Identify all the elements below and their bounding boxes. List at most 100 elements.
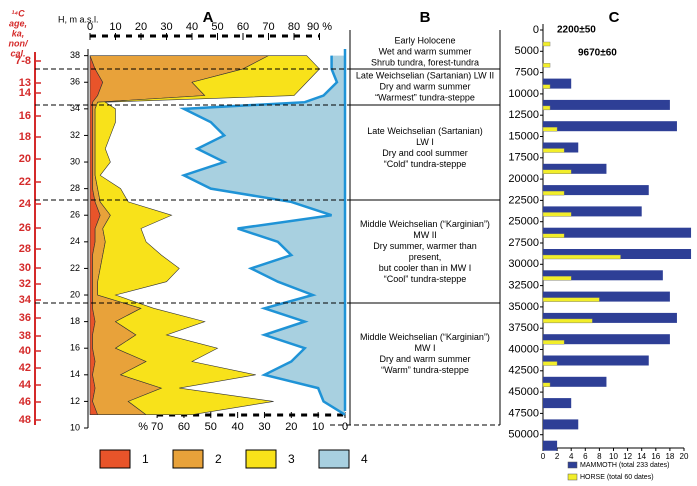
bar <box>542 254 621 260</box>
zone-text: Wet and warm summer <box>379 46 472 56</box>
c-y-tick-label: 45000 <box>508 386 539 398</box>
c-y-tick-label: 7500 <box>515 67 539 79</box>
x2-tick-label: 10 <box>312 421 324 433</box>
age-tick-label: 30 <box>19 262 31 274</box>
x2-tick-label: 30 <box>258 421 270 433</box>
zone-text: Late Weichselian (Sartanian) <box>367 126 482 136</box>
age-tick-label: 40 <box>19 345 31 357</box>
c-y-tick-label: 27500 <box>508 237 539 249</box>
bar <box>543 206 642 217</box>
zone-text: Middle Weichselian (“Karginian”) <box>360 219 490 229</box>
x-tick-label: 60 <box>237 21 249 33</box>
x-tick-label: 50 <box>211 21 223 33</box>
zone-text: Shrub tundra, forest-tundra <box>371 57 479 67</box>
y-tick-label: 22 <box>70 263 80 273</box>
c-y-tick-label: 30000 <box>508 258 539 270</box>
y-tick-label: 26 <box>70 210 80 220</box>
age-tick-label: 13 <box>19 77 31 89</box>
c-x-tick-label: 0 <box>541 452 546 461</box>
c-x-tick-label: 16 <box>651 452 660 461</box>
x2-tick-label: 20 <box>285 421 297 433</box>
c-x-tick-label: 10 <box>609 452 618 461</box>
age-tick-label: 28 <box>19 243 31 255</box>
bar <box>543 355 649 366</box>
x2-tick-label: 60 <box>178 421 190 433</box>
x2-tick-label: 70 <box>151 421 163 433</box>
zone-text: LW I <box>416 137 434 147</box>
zone-text: present, <box>409 252 442 262</box>
c-x-tick-label: 6 <box>583 452 588 461</box>
bar <box>543 249 692 259</box>
x-tick-label: 0 <box>87 21 93 33</box>
bar <box>542 382 551 387</box>
bar <box>543 185 649 196</box>
age-tick-label: 26 <box>19 222 31 234</box>
bar <box>542 297 600 302</box>
x2-tick-label: 0 <box>342 421 348 433</box>
zone-text: MW II <box>413 230 437 240</box>
bar <box>543 291 670 302</box>
age-axis-label: ka, <box>12 28 25 38</box>
c-x-tick-label: 8 <box>597 452 602 461</box>
zone-text: Late Weichselian (Sartanian) LW II <box>356 70 494 80</box>
age-axis-label: age, <box>9 18 27 28</box>
bar <box>542 233 565 238</box>
c-y-tick-label: 12500 <box>508 109 539 121</box>
age-tick-label: 16 <box>19 110 31 122</box>
c-y-tick-label: 17500 <box>508 152 539 164</box>
y-tick-label: 12 <box>70 396 80 406</box>
panel-a-title: A <box>203 9 214 26</box>
c-x-tick-label: 18 <box>665 452 674 461</box>
zone-text: Dry and warm summer <box>379 81 470 91</box>
bar <box>542 105 551 111</box>
c-y-tick-label: 25000 <box>508 216 539 228</box>
legend-swatch <box>99 449 131 469</box>
age-tick-label: 14 <box>19 87 32 99</box>
bar <box>542 41 551 47</box>
bar <box>543 99 670 110</box>
y-tick-label: 36 <box>70 77 80 87</box>
age-tick-label: 48 <box>19 414 31 426</box>
y-tick-label: 14 <box>70 369 80 379</box>
age-axis-label: non/ <box>9 38 29 48</box>
c-legend-label: MAMMOTH (total 233 dates) <box>580 462 669 469</box>
y-tick-label: 34 <box>70 103 80 113</box>
bar <box>543 419 579 430</box>
bar <box>543 270 663 281</box>
age-tick-label: 20 <box>19 153 31 165</box>
zone-text: Early Holocene <box>394 35 455 45</box>
bar <box>542 126 558 132</box>
age-axis-label: cal. <box>10 48 25 58</box>
bar <box>542 212 572 217</box>
c-x-tick-label: 14 <box>637 452 646 461</box>
bar <box>543 227 692 238</box>
zone-text: MW I <box>415 343 436 353</box>
age-tick-label: 7-8 <box>15 55 31 67</box>
c-legend-swatch <box>567 473 578 481</box>
age-tick-label: 24 <box>19 198 32 210</box>
bar <box>543 440 558 451</box>
c-y-tick-label: 50000 <box>508 429 539 441</box>
x-tick-label: 10 <box>109 21 121 33</box>
annotation: 9670±60 <box>578 48 617 59</box>
y-axis-label: H, m a.s.l. <box>58 14 99 24</box>
zone-text: “Warmest” tundra-steppe <box>375 92 475 102</box>
bar <box>542 361 558 366</box>
bar <box>542 148 565 153</box>
area-series <box>94 55 320 416</box>
c-x-tick-label: 20 <box>680 452 689 461</box>
legend-swatch <box>318 449 350 469</box>
age-tick-label: 34 <box>19 294 32 306</box>
c-y-tick-label: 15000 <box>508 130 539 142</box>
y-tick-label: 20 <box>70 289 80 299</box>
y-tick-label: 10 <box>70 422 80 432</box>
bar <box>543 312 677 323</box>
x-tick-label: 30 <box>160 21 172 33</box>
legend-swatch <box>245 449 277 469</box>
c-y-tick-label: 0 <box>533 24 539 36</box>
zone-text: Dry summer, warmer than <box>373 241 477 251</box>
age-tick-label: 44 <box>19 379 32 391</box>
c-legend-label: HORSE (total 60 dates) <box>580 474 654 481</box>
age-tick-label: 38 <box>19 330 31 342</box>
